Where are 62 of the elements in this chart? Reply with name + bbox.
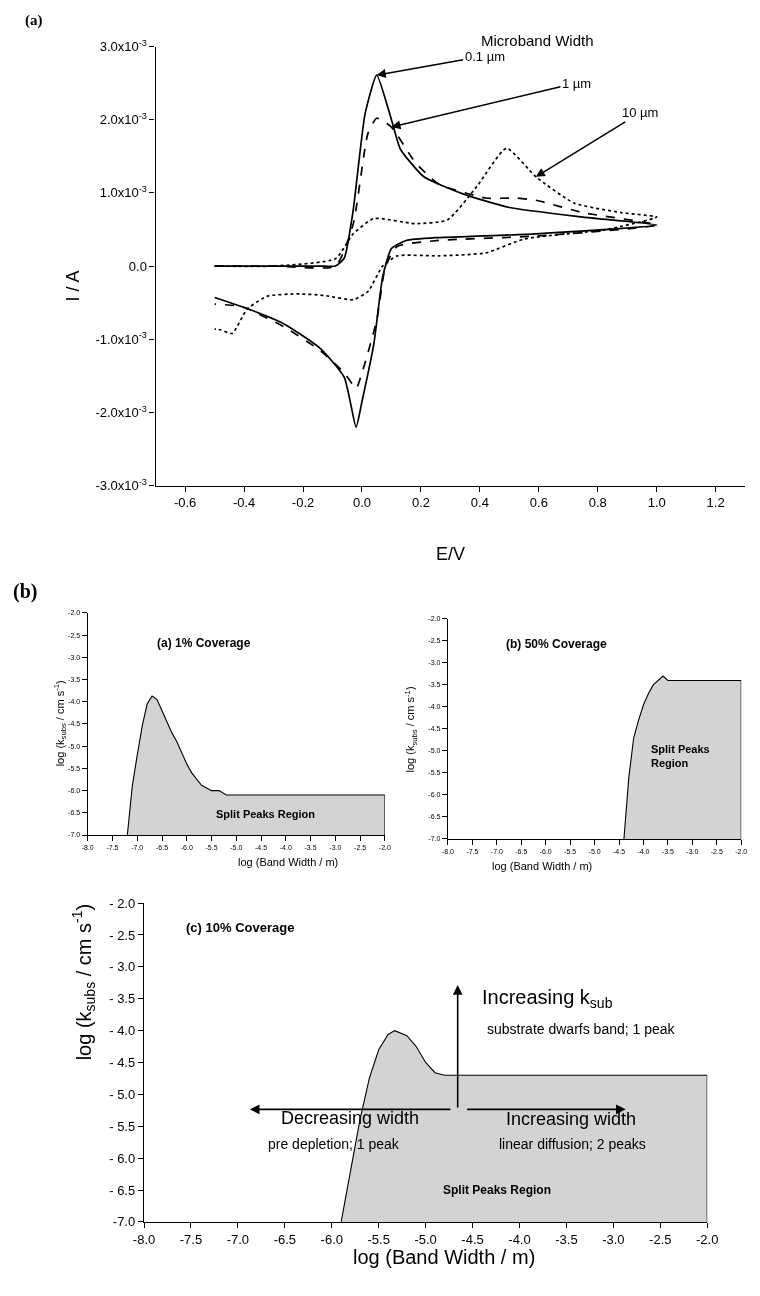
annotation: Split Peaks Region [651,743,710,770]
y-tick-label: 2.0x10$^{-3}$ [99,110,147,128]
x-tick-label: -2.0 [696,1231,719,1247]
text: (a) [25,12,43,29]
x-tick-label: -7.5 [179,1231,203,1247]
x-tick-label: 0.0 [352,495,372,511]
x-tick-label: -2.5 [649,1231,672,1247]
y-tick-label: - 4.5 [109,1055,136,1071]
y-tick-label: - 4.0 [109,1023,136,1039]
x-tick-label: -0.4 [232,495,256,511]
y-tick-label: - 6.5 [109,1182,136,1198]
y-tick-label: - 6.0 [109,1150,136,1166]
x-tick-label: -4.0 [508,1231,531,1247]
annotation: 10 µm [622,105,659,120]
text: (b) [13,580,38,603]
annotation: 1 µm [562,76,592,91]
text: (a) 1% Coverage [157,636,251,650]
x-tick-label: -0.2 [291,495,315,511]
x-tick-label: -3.0 [602,1231,625,1247]
y-tick-label: - 3.5 [109,991,136,1007]
x-tick-label: -8.0 [132,1231,156,1247]
x-tick-label: -3.5 [555,1231,578,1247]
annotation: linear diffusion; 2 peaks [499,1136,646,1152]
x-tick-label: -6.0 [320,1231,343,1247]
y-axis-title: I / A [63,270,84,302]
annotation: Split Peaks Region [443,1183,552,1197]
x-tick-label: 0.4 [470,495,489,511]
annotation: pre depletion; 1 peak [268,1136,400,1152]
y-tick-label: - 5.5 [109,1118,136,1134]
y-tick-label: -1.0x10$^{-3}$ [95,330,147,347]
y-tick-label: 3.0x10$^{-3}$ [99,37,147,55]
annotation: Microband Width [481,32,594,49]
y-tick-label: 1.0x10$^{-3}$ [99,183,147,201]
y-tick-label: -7.0 [112,1214,136,1230]
text: (b) 50% Coverage [506,637,608,651]
y-tick-label: 0.0 [128,258,147,274]
x-axis-title: log (Band Width / m) [238,856,339,868]
x-tick-label: -4.5 [461,1231,484,1247]
annotation: 0.1 µm [465,49,506,64]
x-tick-label: 1.0 [647,495,666,511]
x-tick-label: 0.2 [411,495,430,511]
y-tick-label: -2.0x10$^{-3}$ [95,403,147,421]
y-tick-label: -3.0x10$^{-3}$ [95,476,147,494]
annotation: substrate dwarfs band; 1 peak [487,1021,676,1037]
x-tick-label: 0.8 [588,495,607,511]
annotation: Split Peaks Region [216,808,316,820]
y-tick-label: - 2.0 [109,895,136,911]
text: (c) 10% Coverage [186,920,295,935]
x-axis-title: log (Band Width / m) [492,860,593,872]
x-axis-title: log (Band Width / m) [353,1246,536,1268]
x-tick-label: 0.6 [529,495,548,511]
x-tick-label: -6.5 [273,1231,297,1247]
annotation: Increasing width [506,1109,637,1129]
x-tick-label: 1.2 [706,495,725,511]
y-tick-label: - 5.0 [109,1086,136,1102]
y-tick-label: - 2.5 [109,927,136,943]
x-tick-label: -7.0 [226,1231,250,1247]
x-axis-title: E/V [436,544,466,564]
y-tick-label: - 3.0 [109,959,136,975]
x-tick-label: -5.5 [367,1231,390,1247]
annotation: Increasing k$_{sub}$ [482,986,613,1012]
x-tick-label: -0.6 [173,495,197,511]
